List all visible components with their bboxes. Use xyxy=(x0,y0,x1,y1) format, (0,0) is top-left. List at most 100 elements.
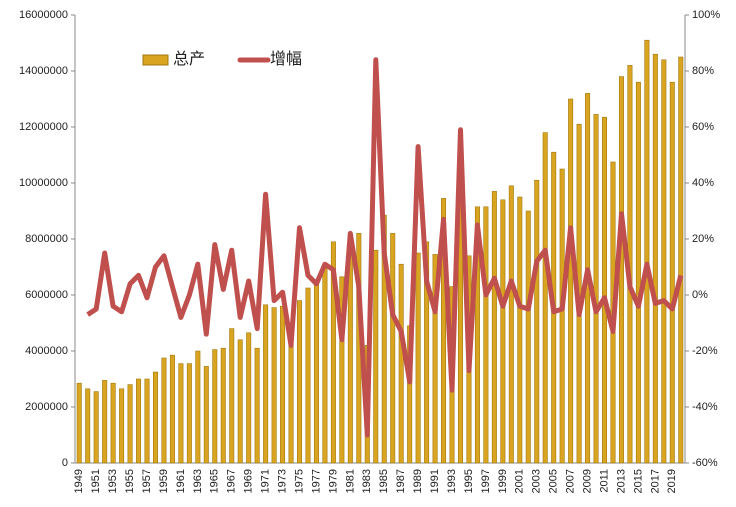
y-tick-label: 12000000 xyxy=(19,121,68,133)
bar xyxy=(169,354,175,464)
bar xyxy=(271,307,277,464)
bar xyxy=(339,276,345,464)
x-tick-label: 1989 xyxy=(412,469,424,493)
y-tick-label: 0 xyxy=(62,457,68,469)
x-tick-label: 1981 xyxy=(344,469,356,493)
bar xyxy=(161,357,167,464)
bar xyxy=(390,233,396,464)
x-tick-label: 2015 xyxy=(632,469,644,493)
bar xyxy=(297,300,303,464)
bar xyxy=(186,363,192,464)
x-tick-label: 2017 xyxy=(649,469,661,493)
x-tick-label: 2005 xyxy=(548,469,560,493)
bar xyxy=(85,388,91,464)
bar xyxy=(136,378,142,464)
y-tick-label: 14000000 xyxy=(19,65,68,77)
y2-tick-label: 100% xyxy=(692,9,720,21)
x-tick-label: 1979 xyxy=(327,469,339,493)
x-tick-label: 2003 xyxy=(531,469,543,493)
bar xyxy=(593,114,599,464)
y-tick-label: 6000000 xyxy=(25,289,68,301)
bar xyxy=(254,347,260,464)
y-tick-label: 8000000 xyxy=(25,233,68,245)
bar xyxy=(152,371,158,464)
bar xyxy=(102,380,108,464)
bar xyxy=(127,384,133,464)
x-tick-label: 1995 xyxy=(463,469,475,493)
growth-line xyxy=(86,57,684,438)
y2-tick-label: -40% xyxy=(692,401,718,413)
bar xyxy=(178,363,184,464)
x-tick-label: 1967 xyxy=(226,469,238,493)
x-tick-label: 1969 xyxy=(243,469,255,493)
x-tick-label: 1973 xyxy=(276,469,288,493)
x-tick-label: 1999 xyxy=(497,469,509,493)
bar xyxy=(644,39,650,464)
bar xyxy=(373,249,379,464)
x-tick-label: 1975 xyxy=(293,469,305,493)
bar xyxy=(330,241,336,464)
bar xyxy=(229,328,235,464)
bar xyxy=(144,378,150,464)
bar xyxy=(220,347,226,464)
bar xyxy=(212,349,218,464)
bar xyxy=(635,81,641,464)
x-tick-label: 1953 xyxy=(107,469,119,493)
bar xyxy=(517,196,523,464)
bar xyxy=(415,252,421,464)
bar xyxy=(305,287,311,464)
x-tick-label: 2013 xyxy=(615,469,627,493)
x-tick-label: 1959 xyxy=(158,469,170,493)
x-tick-label: 1955 xyxy=(124,469,136,493)
y-tick-label: 10000000 xyxy=(19,177,68,189)
bar xyxy=(568,98,574,464)
y-tick-label: 4000000 xyxy=(25,345,68,357)
bar xyxy=(76,382,82,464)
x-tick-label: 1957 xyxy=(141,469,153,493)
x-tick-label: 1991 xyxy=(429,469,441,493)
x-tick-label: 1965 xyxy=(209,469,221,493)
x-tick-label: 1971 xyxy=(260,469,272,493)
y2-tick-label: 0% xyxy=(692,289,708,301)
x-tick-label: 1951 xyxy=(90,469,102,493)
bar xyxy=(203,366,209,464)
x-tick-label: 2011 xyxy=(598,469,610,493)
bar xyxy=(398,263,404,464)
x-tick-label: 2001 xyxy=(514,469,526,493)
bar xyxy=(322,268,328,464)
bar xyxy=(195,350,201,464)
bar xyxy=(602,116,608,464)
x-tick-label: 1949 xyxy=(73,469,85,493)
y2-tick-label: 80% xyxy=(692,65,714,77)
legend-label: 增幅 xyxy=(270,50,302,68)
bar xyxy=(678,56,684,464)
x-tick-label: 1977 xyxy=(310,469,322,493)
bar xyxy=(559,168,565,464)
bar xyxy=(313,282,319,464)
bar xyxy=(652,53,658,464)
x-tick-label: 1987 xyxy=(395,469,407,493)
x-tick-label: 1963 xyxy=(192,469,204,493)
bar xyxy=(525,210,531,464)
bar xyxy=(110,382,116,464)
x-tick-label: 2007 xyxy=(565,469,577,493)
y2-tick-label: -20% xyxy=(692,345,718,357)
y2-tick-label: 20% xyxy=(692,233,714,245)
bar xyxy=(483,206,489,464)
bar xyxy=(237,339,243,464)
bar xyxy=(432,254,438,464)
y2-tick-label: 60% xyxy=(692,121,714,133)
x-tick-label: 1985 xyxy=(378,469,390,493)
bar xyxy=(474,206,480,464)
bar xyxy=(280,305,286,464)
bar xyxy=(491,191,497,464)
bar xyxy=(119,388,125,464)
bar xyxy=(441,198,447,464)
y2-tick-label: 40% xyxy=(692,177,714,189)
y-tick-label: 2000000 xyxy=(25,401,68,413)
legend-label: 总产 xyxy=(173,50,205,68)
x-tick-label: 1983 xyxy=(361,469,373,493)
bar xyxy=(508,185,514,464)
bar xyxy=(661,59,667,464)
